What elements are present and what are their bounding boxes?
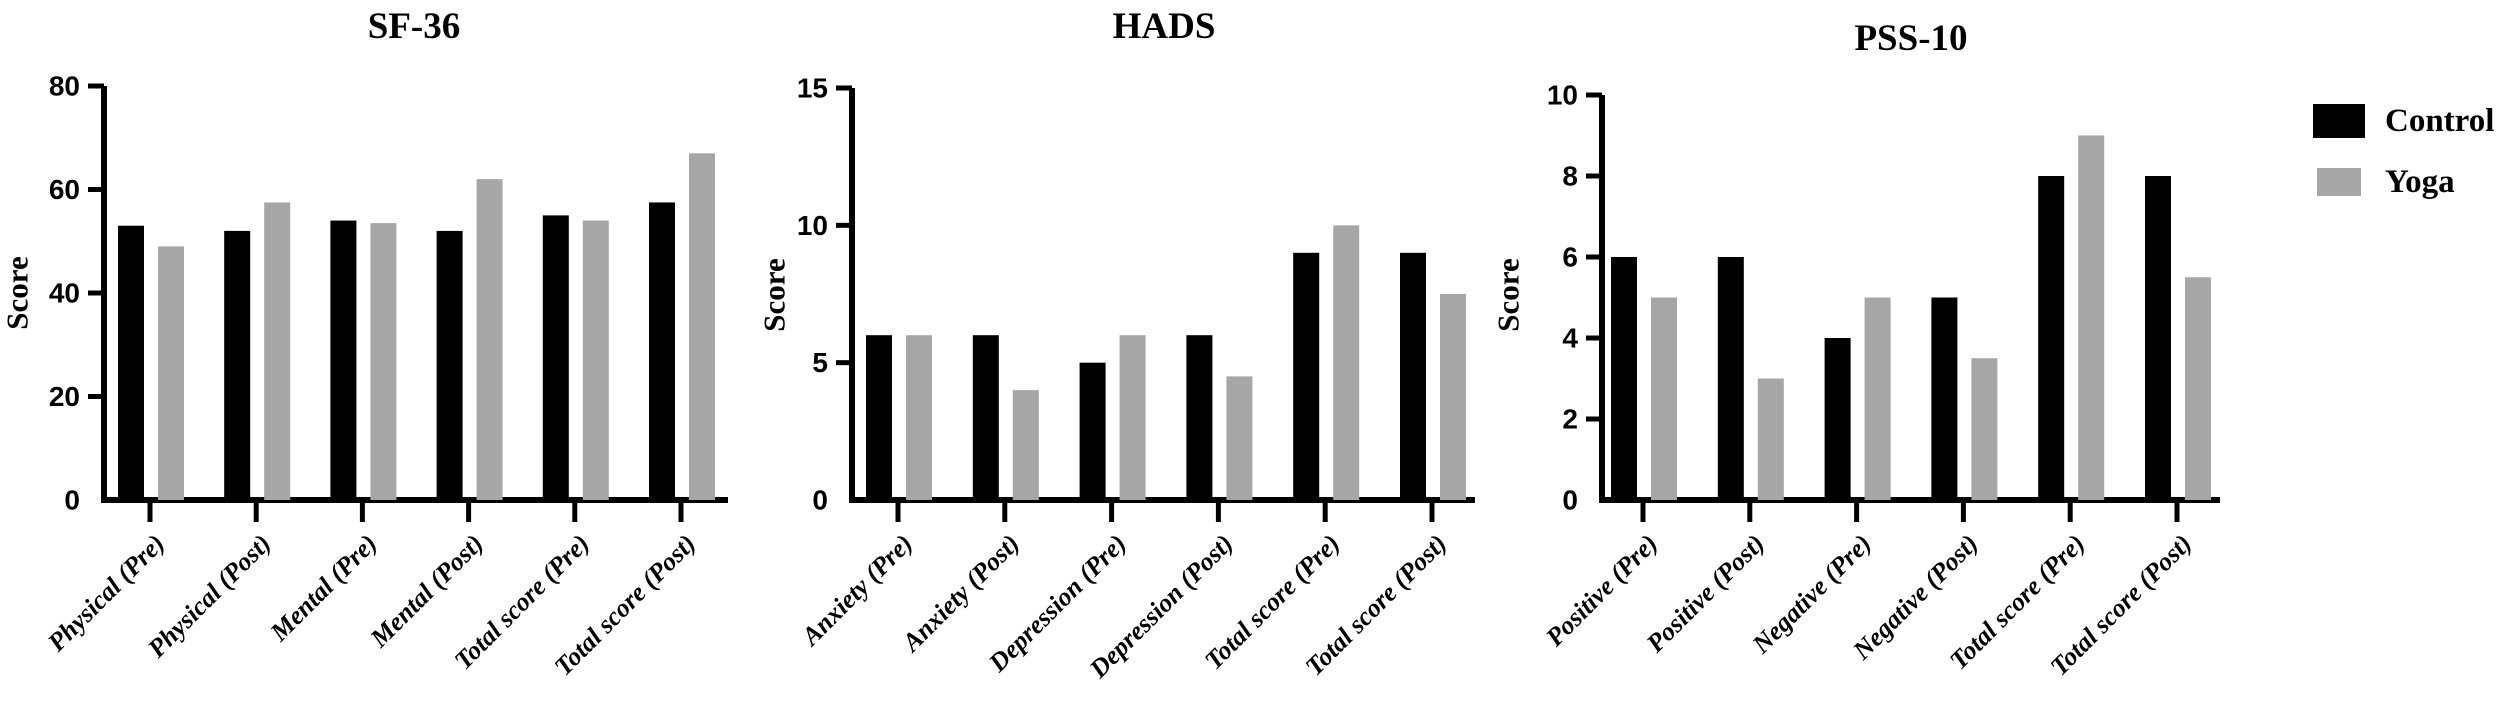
yoga-bar [1440,294,1466,500]
control-bar [1293,252,1320,500]
y-tick-label: 10 [797,210,828,241]
yoga-bar [582,220,609,501]
control-bar [1079,362,1106,500]
y-tick-label: 20 [49,381,80,412]
legend: Control Yoga [2313,103,2494,200]
yoga-bar [1119,335,1146,500]
y-tick-label: 80 [49,71,80,102]
control-bar [1824,338,1851,500]
control-bar [2145,176,2171,500]
y-tick-label: 0 [64,485,80,516]
chart-title: HADS [1113,6,1216,47]
control-bar [118,225,144,500]
yoga-bar [906,335,932,500]
control-bar [224,230,251,500]
control-bar [1400,252,1426,500]
yoga-bar [1333,225,1360,501]
control-bar [649,202,675,500]
y-axis-label: Score [1491,258,1526,331]
y-tick-label: 5 [812,347,828,378]
y-tick-label: 0 [1562,485,1578,516]
yoga-bar [1651,297,1677,500]
y-tick-label: 10 [1547,80,1578,111]
yoga-bar [2078,135,2105,500]
y-tick-label: 6 [1562,242,1578,273]
yoga-bar [1971,358,1998,500]
yoga-bar [2185,277,2211,500]
control-bar [542,215,569,500]
y-axis-label: Score [0,256,35,329]
control-bar [1611,257,1637,500]
legend-label: Control [2385,103,2494,139]
control-bar [972,335,999,500]
control-bar [436,230,463,500]
control-bar [866,335,892,500]
control-bar [1717,257,1744,500]
control-bar [1931,297,1958,500]
y-tick-label: 15 [797,73,828,104]
chart-title: PSS-10 [1854,18,1967,59]
yoga-bar [1864,297,1891,500]
y-tick-label: 8 [1562,161,1578,192]
yoga-bar [1757,378,1784,500]
control-bar [2038,176,2065,500]
y-tick-label: 0 [812,485,828,516]
y-tick-label: 4 [1562,323,1578,354]
control-bar [1186,335,1213,500]
legend-swatch-control [2313,104,2365,138]
legend-swatch-yoga [2317,168,2361,196]
yoga-bar [476,179,503,500]
yoga-bar [370,223,397,500]
y-tick-label: 40 [49,278,80,309]
yoga-bar [158,246,184,500]
x-category-label: Mental (Pre) [264,529,383,648]
control-bar [330,220,357,501]
y-tick-label: 2 [1562,404,1578,435]
legend-label: Yoga [2385,164,2455,200]
chart-title: SF-36 [368,6,461,47]
y-axis-label: Score [757,258,792,331]
yoga-bar [264,202,291,500]
y-tick-label: 60 [49,174,80,205]
yoga-bar [689,153,715,500]
yoga-bar [1012,390,1039,500]
yoga-bar [1226,376,1253,500]
